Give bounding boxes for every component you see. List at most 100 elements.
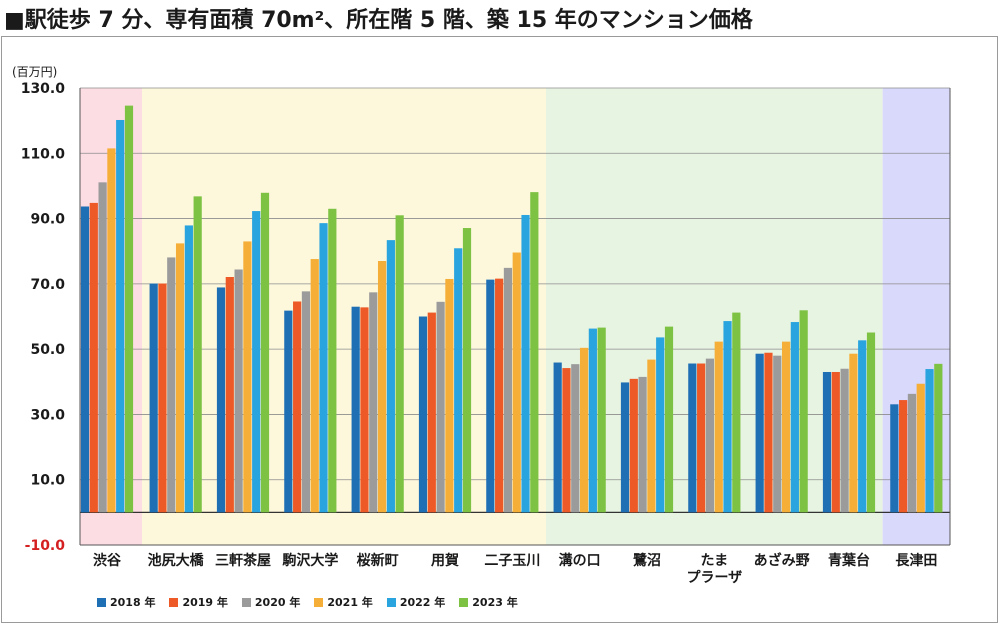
y-tick-label: 90.0 — [30, 212, 65, 228]
bar-2021年-8 — [647, 359, 656, 513]
bar-2019年-7 — [562, 368, 571, 513]
y-tick-label: 30.0 — [30, 407, 65, 423]
bar-2018年-4 — [351, 306, 360, 513]
category-label: たまプラーザ — [686, 553, 742, 586]
legend-item: 2021 年 — [314, 594, 373, 610]
bar-2019年-2 — [225, 277, 234, 513]
chart-title: ■駅徒歩 7 分、専有面積 70m²、所在階 5 階、築 15 年のマンション価… — [4, 8, 753, 33]
category-label: 桜新町 — [357, 552, 399, 569]
bar-2022年-0 — [116, 119, 125, 513]
bar-2020年-2 — [234, 269, 243, 513]
bar-2021年-6 — [512, 252, 521, 513]
bar-2018年-6 — [486, 279, 495, 513]
bar-2019年-5 — [427, 312, 436, 513]
y-tick-label: 10.0 — [30, 473, 65, 489]
bar-2020年-11 — [840, 368, 849, 513]
bar-2019年-4 — [360, 307, 369, 513]
bar-2018年-12 — [890, 404, 899, 513]
bar-2022年-8 — [656, 337, 665, 513]
bar-2022年-6 — [521, 214, 530, 513]
bar-2023年-1 — [193, 196, 202, 513]
y-unit-label: (百万円) — [12, 65, 57, 79]
bar-2019年-3 — [293, 301, 302, 513]
bar-2020年-6 — [503, 267, 513, 513]
bar-2021年-10 — [781, 341, 791, 513]
bar-2023年-2 — [260, 192, 270, 513]
legend-swatch — [459, 597, 469, 607]
bar-2022年-2 — [252, 211, 261, 513]
bar-2018年-9 — [688, 363, 697, 513]
category-label: 鷺沼 — [633, 552, 661, 569]
bar-2022年-10 — [790, 322, 799, 513]
bar-2022年-7 — [588, 328, 597, 513]
category-label: 溝の口 — [559, 552, 601, 569]
bar-2019年-0 — [89, 202, 98, 513]
y-tick-label: 110.0 — [21, 146, 66, 162]
legend-label: 2018 年 — [110, 596, 156, 609]
bar-2018年-11 — [822, 371, 832, 513]
bar-2020年-9 — [705, 358, 715, 513]
legend-swatch — [169, 597, 179, 607]
bar-2020年-5 — [436, 301, 445, 513]
bar-2020年-7 — [571, 364, 580, 513]
bar-2023年-8 — [664, 326, 674, 513]
bar-2020年-4 — [369, 292, 378, 513]
category-label: 青葉台 — [828, 552, 870, 569]
category-label: 二子玉川 — [484, 553, 540, 569]
bar-2023年-9 — [732, 312, 741, 513]
bar-2021年-7 — [579, 347, 589, 513]
bar-2018年-3 — [284, 310, 293, 513]
category-label: 三軒茶屋 — [215, 552, 271, 569]
bar-2020年-3 — [301, 291, 311, 513]
chart-legend: 2018 年 2019 年 2020 年 2021 年 2022 年 2023 年 — [97, 594, 518, 610]
y-tick-label: -10.0 — [25, 538, 66, 554]
bar-2023年-11 — [866, 332, 876, 513]
bar-2022年-11 — [858, 340, 867, 513]
y-tick-label: 130.0 — [21, 81, 66, 97]
bar-2022年-3 — [319, 223, 328, 513]
legend-label: 2023 年 — [472, 596, 518, 609]
bar-2021年-4 — [377, 261, 387, 513]
legend-label: 2019 年 — [182, 596, 228, 609]
bar-2018年-2 — [216, 287, 226, 513]
bar-2019年-9 — [697, 363, 706, 513]
bar-2018年-5 — [418, 316, 428, 513]
bar-2019年-11 — [831, 371, 840, 513]
bar-2021年-3 — [310, 259, 319, 513]
bar-2023年-7 — [597, 327, 606, 513]
bar-2020年-1 — [167, 257, 176, 513]
legend-swatch — [314, 597, 324, 607]
legend-item: 2019 年 — [169, 594, 228, 610]
bar-2021年-1 — [175, 243, 185, 513]
legend-swatch — [386, 597, 396, 607]
legend-item: 2018 年 — [97, 594, 155, 610]
bar-2022年-9 — [723, 321, 732, 513]
bar-2019年-6 — [495, 278, 504, 513]
category-label: 渋谷 — [93, 552, 122, 569]
bar-2022年-12 — [925, 369, 934, 513]
bar-2022年-4 — [386, 240, 395, 513]
bar-2020年-10 — [773, 355, 782, 513]
bar-2018年-7 — [553, 362, 562, 513]
bar-2020年-8 — [638, 376, 647, 513]
legend-label: 2021 年 — [327, 596, 373, 609]
legend-item: 2023 年 — [459, 594, 518, 610]
bar-2018年-10 — [755, 353, 764, 513]
bar-2021年-5 — [445, 278, 454, 513]
category-label: 長津田 — [895, 552, 937, 569]
category-label: 用賀 — [431, 552, 459, 569]
bar-2018年-0 — [80, 206, 90, 513]
bar-2021年-9 — [714, 341, 723, 513]
bar-2019年-1 — [158, 283, 167, 513]
legend-swatch — [241, 597, 251, 607]
legend-swatch — [97, 597, 106, 607]
region-background-1 — [142, 88, 546, 545]
chart-frame — [1, 36, 998, 623]
bar-2018年-1 — [149, 283, 158, 513]
category-label: 駒沢大学 — [282, 552, 338, 569]
y-tick-label: 70.0 — [30, 277, 65, 293]
legend-label: 2022 年 — [399, 596, 446, 609]
category-label: 池尻大橋 — [148, 552, 205, 569]
bar-2023年-6 — [530, 192, 539, 513]
bar-2023年-0 — [124, 105, 134, 513]
